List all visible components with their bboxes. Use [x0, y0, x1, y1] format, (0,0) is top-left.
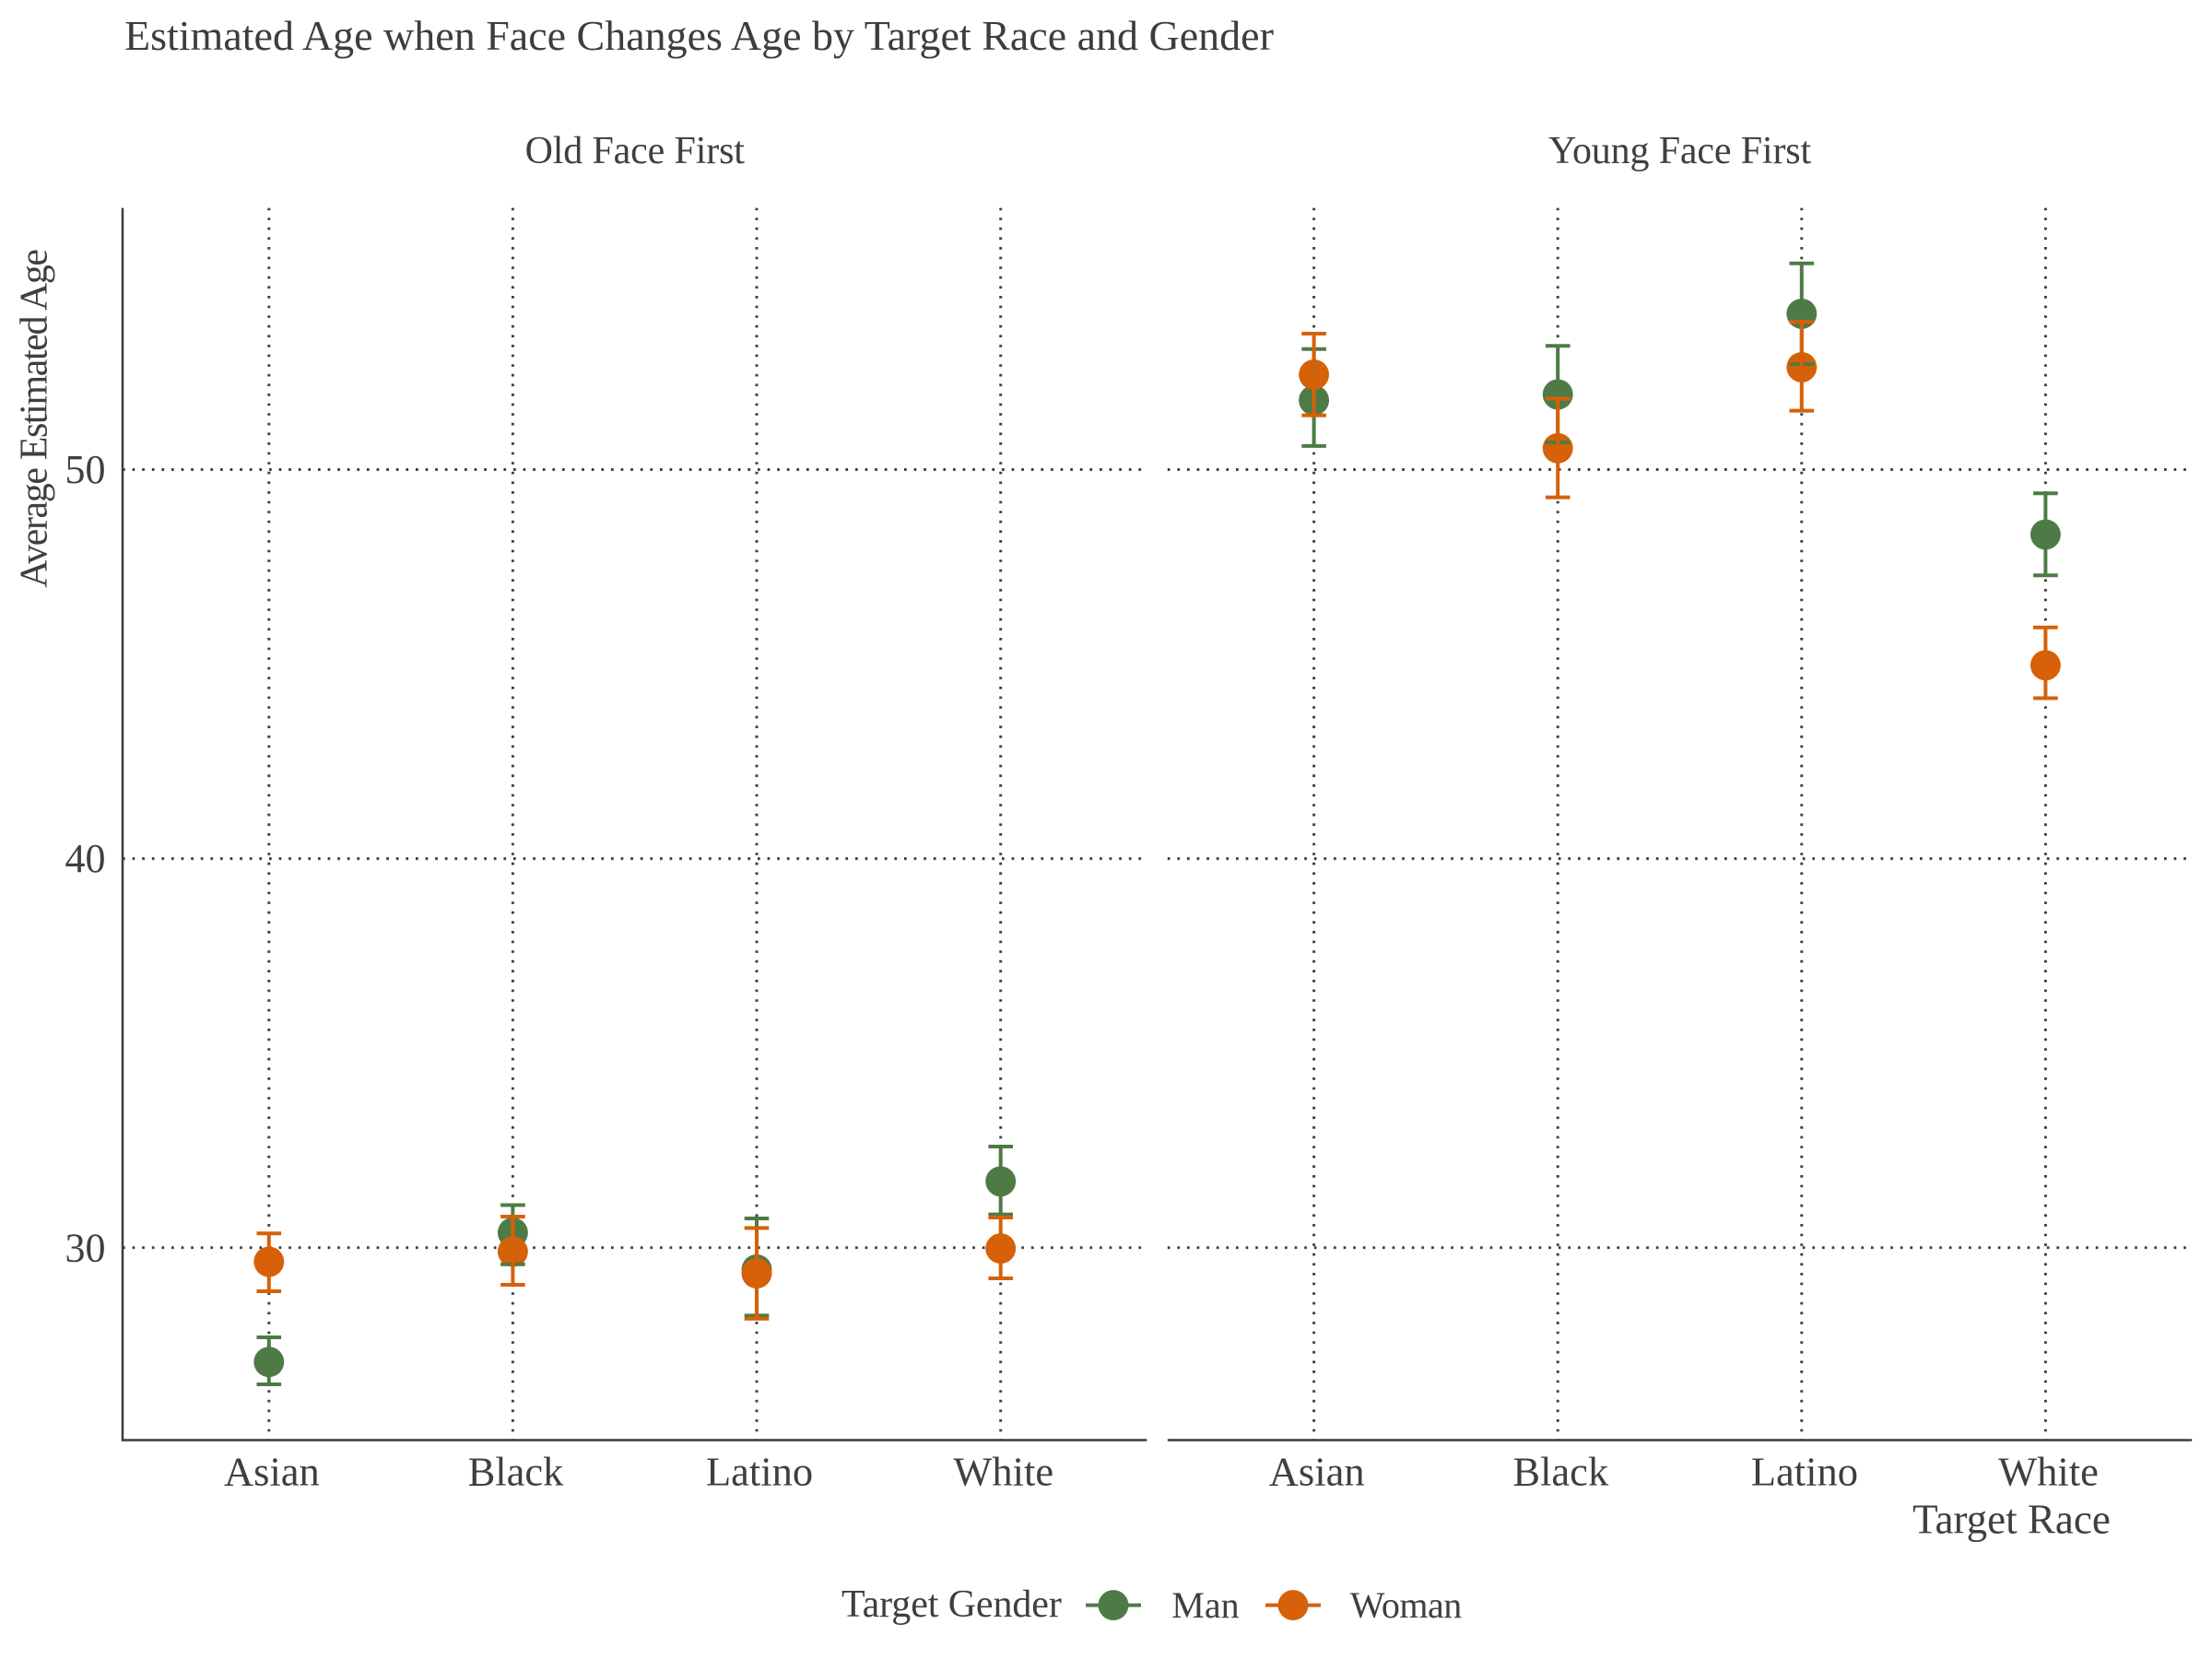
- svg-text:Latino: Latino: [1751, 1449, 1858, 1495]
- svg-text:Young Face First: Young Face First: [1548, 130, 1812, 172]
- svg-text:Woman: Woman: [1350, 1584, 1462, 1626]
- svg-text:Old Face First: Old Face First: [525, 130, 746, 172]
- svg-text:White: White: [953, 1449, 1053, 1495]
- svg-text:50: 50: [65, 447, 106, 492]
- svg-text:Average Estimated Age: Average Estimated Age: [14, 250, 56, 588]
- svg-text:Target Gender: Target Gender: [841, 1583, 1062, 1626]
- svg-text:Black: Black: [468, 1449, 565, 1495]
- svg-text:White: White: [1998, 1449, 2099, 1495]
- svg-text:Black: Black: [1512, 1449, 1609, 1495]
- svg-text:Asian: Asian: [1269, 1449, 1365, 1495]
- svg-text:Latino: Latino: [706, 1449, 813, 1495]
- svg-text:30: 30: [65, 1225, 106, 1270]
- svg-text:Man: Man: [1171, 1584, 1239, 1626]
- svg-text:Target Race: Target Race: [1912, 1496, 2111, 1542]
- svg-text:40: 40: [65, 836, 106, 881]
- svg-text:Asian: Asian: [224, 1449, 320, 1495]
- svg-text:Estimated Age when Face Change: Estimated Age when Face Changes Age by T…: [124, 12, 1274, 59]
